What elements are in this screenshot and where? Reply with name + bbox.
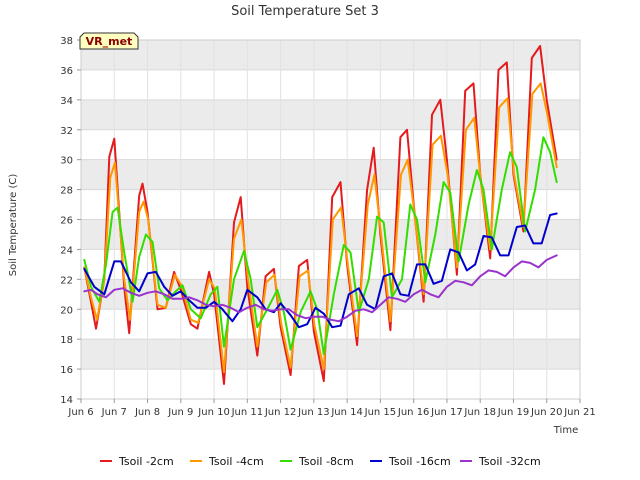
x-tick-label: Jun 19 xyxy=(497,407,530,418)
y-axis-title: Soil Temperature (C) xyxy=(8,174,19,277)
x-tick-label: Jun 14 xyxy=(330,407,363,418)
series-line xyxy=(83,82,558,374)
station-badge: VR_met xyxy=(79,32,139,50)
x-tick-label: Jun 21 xyxy=(563,407,596,418)
plot-band xyxy=(81,99,580,130)
legend-label: Tsoil -2cm xyxy=(118,455,174,468)
legend-label: Tsoil -4cm xyxy=(208,455,264,468)
x-tick-label: Jun 12 xyxy=(264,407,297,418)
y-tick-label: 24 xyxy=(60,245,73,256)
y-tick-label: 34 xyxy=(60,96,73,107)
y-tick-label: 38 xyxy=(60,36,73,47)
plot-band xyxy=(81,339,580,370)
y-tick-label: 22 xyxy=(60,275,73,286)
y-tick-label: 16 xyxy=(60,365,73,376)
x-tick-label: Jun 10 xyxy=(197,407,230,418)
badge-label: VR_met xyxy=(86,35,133,48)
plot-band xyxy=(81,159,580,190)
series-layer xyxy=(83,45,558,385)
x-tick-label: Jun 8 xyxy=(134,407,160,418)
legend-label: Tsoil -8cm xyxy=(298,455,354,468)
chart-title: Soil Temperature Set 3 xyxy=(231,4,379,19)
y-tick-label: 20 xyxy=(60,305,73,316)
x-tick-label: Jun 15 xyxy=(364,407,397,418)
x-tick-label: Jun 13 xyxy=(297,407,330,418)
legend-label: Tsoil -32cm xyxy=(478,455,541,468)
series-line xyxy=(83,212,558,329)
legend-label: Tsoil -16cm xyxy=(388,455,451,468)
x-tick-label: Jun 6 xyxy=(67,407,93,418)
x-tick-label: Jun 18 xyxy=(463,407,496,418)
x-axis: Jun 6 Jun 7 Jun 8 Jun 9 Jun 10 Jun 11 Jun 12 Ju… xyxy=(67,399,596,418)
series-line xyxy=(83,136,558,356)
y-tick-label: 14 xyxy=(60,395,73,406)
x-tick-label: Jun 7 xyxy=(101,407,127,418)
y-tick-label: 28 xyxy=(60,186,73,197)
x-tick-label: Jun 16 xyxy=(397,407,430,418)
series-line xyxy=(83,254,558,323)
x-axis-title: Time xyxy=(553,425,578,436)
y-tick-label: 32 xyxy=(60,126,73,137)
y-tick-label: 30 xyxy=(60,156,73,167)
y-tick-label: 36 xyxy=(60,66,73,77)
y-tick-label: 18 xyxy=(60,335,73,346)
x-tick-label: Jun 11 xyxy=(231,407,264,418)
x-tick-label: Jun 17 xyxy=(430,407,463,418)
plot-band xyxy=(81,40,580,70)
x-tick-label: Jun 20 xyxy=(530,407,563,418)
legend: Tsoil -2cm Tsoil -4cm Tsoil -8cm Tsoil -16c… xyxy=(100,455,541,468)
badge-box xyxy=(79,32,139,50)
y-axis: 14 16 18 20 22 24 26 28 30 32 34 36 38 xyxy=(60,36,81,406)
x-tick-label: Jun 9 xyxy=(167,407,193,418)
y-tick-label: 26 xyxy=(60,216,73,227)
